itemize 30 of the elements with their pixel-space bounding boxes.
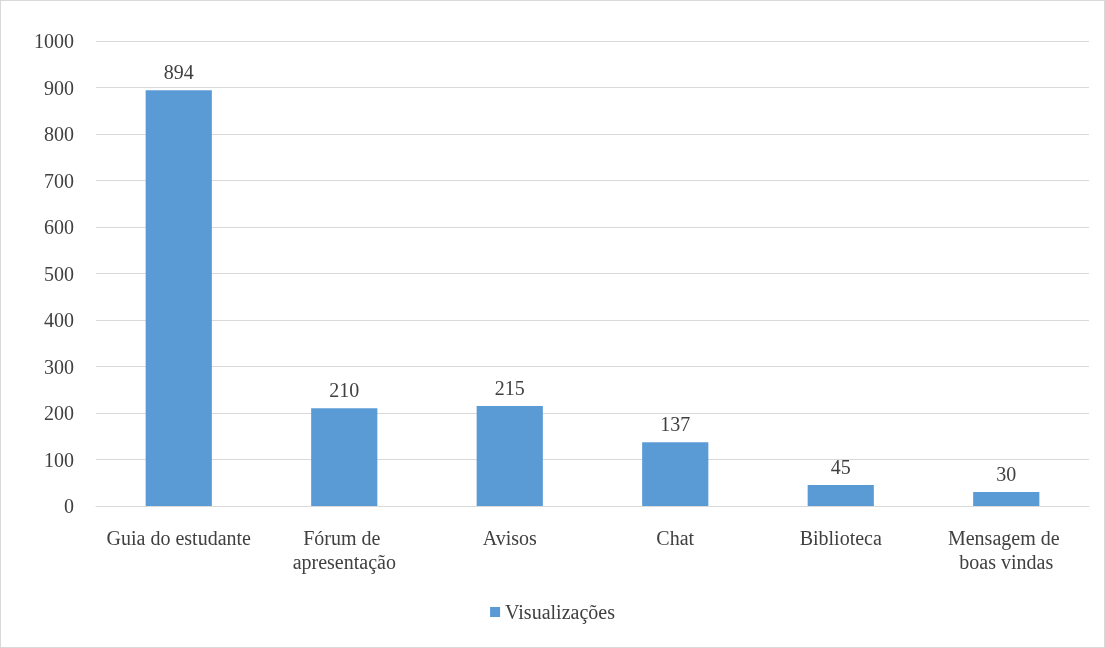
y-tick-label: 800 [44, 123, 74, 145]
y-tick-label: 500 [44, 262, 74, 285]
x-tick-label: Avisos [482, 527, 537, 549]
data-label: 215 [494, 377, 525, 400]
y-tick-label: 700 [44, 169, 74, 192]
y-tick-label: 0 [64, 495, 74, 517]
y-tick-label: 100 [44, 448, 74, 471]
y-tick-label: 300 [44, 355, 74, 378]
data-label: 137 [660, 413, 691, 436]
y-tick-label: 900 [44, 76, 74, 99]
data-label: 30 [996, 463, 1017, 486]
y-tick-label: 600 [44, 216, 74, 238]
data-label: 45 [830, 456, 851, 479]
y-tick-label: 200 [44, 402, 74, 424]
data-label: 894 [163, 61, 194, 84]
x-tick-label: Fórum de apresentação [292, 527, 396, 574]
bar [973, 492, 1040, 506]
bar [145, 90, 212, 506]
bar [642, 442, 709, 506]
x-tick-label: Chat [656, 527, 695, 549]
y-tick-label: 400 [44, 309, 74, 331]
legend-label: Visualizações [505, 601, 616, 624]
bar [311, 408, 378, 506]
y-tick-label: 1000 [34, 30, 74, 52]
x-tick-label: Mensagem de boas vindas [947, 527, 1065, 573]
bar [807, 485, 874, 506]
x-tick-label: Biblioteca [799, 527, 882, 549]
bar [476, 406, 543, 506]
data-label: 210 [329, 379, 360, 402]
x-tick-label: Guia do estudante [106, 527, 252, 549]
